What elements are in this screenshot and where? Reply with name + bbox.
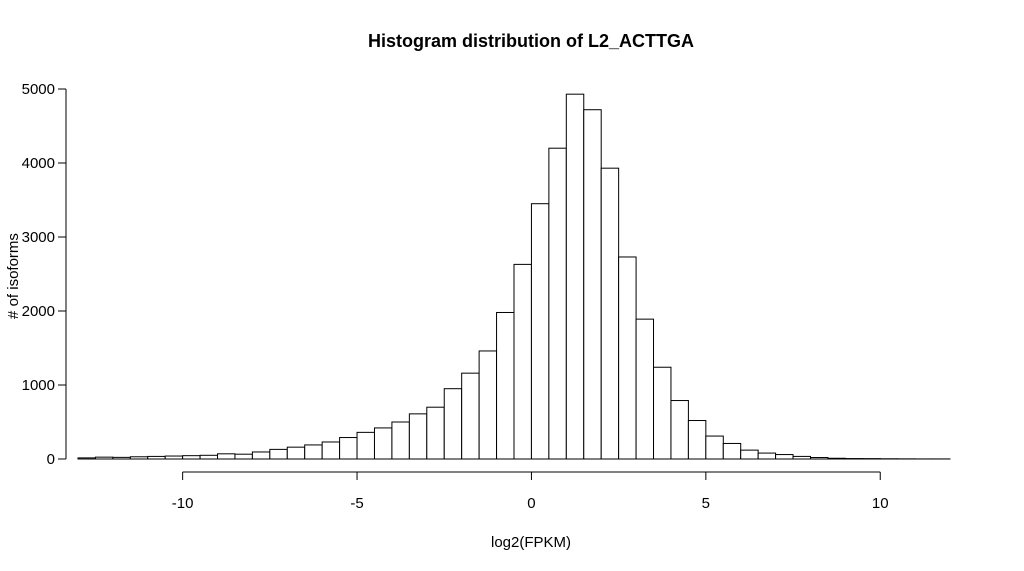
histogram-bar xyxy=(792,455,811,460)
histogram-bar xyxy=(757,452,777,460)
histogram-bar xyxy=(565,93,585,460)
histogram-bar xyxy=(548,147,567,460)
histogram-bar xyxy=(77,457,96,460)
histogram-bar xyxy=(182,455,201,460)
histogram-bar xyxy=(304,444,323,460)
histogram-bar xyxy=(94,456,114,460)
x-tick-label: 0 xyxy=(527,495,535,512)
histogram-bar xyxy=(199,454,219,460)
histogram-bar xyxy=(461,372,480,460)
histogram-bar xyxy=(391,421,410,460)
histogram-bar xyxy=(513,263,532,460)
histogram-bar xyxy=(618,256,637,460)
y-tick-label: 2000 xyxy=(22,303,55,320)
histogram-bar xyxy=(112,456,131,460)
histogram-bar xyxy=(687,420,707,460)
histogram-bar xyxy=(408,413,428,460)
x-tick-label: -10 xyxy=(172,495,194,512)
histogram-bar xyxy=(496,311,515,460)
histogram-bar xyxy=(600,167,620,460)
y-tick-label: 5000 xyxy=(22,81,55,98)
histogram-bar xyxy=(373,427,393,460)
histogram-bar xyxy=(722,442,742,460)
y-tick-label: 0 xyxy=(47,451,55,468)
bars-group xyxy=(77,93,951,460)
histogram-bar xyxy=(670,400,689,460)
chart-title: Histogram distribution of L2_ACTTGA xyxy=(368,31,694,51)
histogram-bar xyxy=(147,455,166,460)
histogram-bar xyxy=(635,318,655,460)
histogram-bar xyxy=(251,451,271,460)
y-tick-label: 4000 xyxy=(22,155,55,172)
histogram-bar xyxy=(653,366,672,460)
y-tick-label: 1000 xyxy=(22,377,55,394)
y-tick-label: 3000 xyxy=(22,229,55,246)
histogram-bar xyxy=(530,203,550,460)
histogram-bar xyxy=(809,457,829,460)
histogram-bar xyxy=(740,449,759,460)
x-axis: -10 -5 0 5 10 xyxy=(172,471,889,512)
histogram-bar xyxy=(269,448,288,460)
histogram-bar xyxy=(339,437,358,460)
histogram-bar xyxy=(827,457,846,460)
x-tick-label: 5 xyxy=(702,495,710,512)
x-tick-label: 10 xyxy=(872,495,889,512)
y-axis: 0 1000 2000 3000 4000 5000 xyxy=(22,81,67,468)
histogram-bar xyxy=(583,109,602,460)
histogram-bar xyxy=(286,446,306,460)
histogram-bar xyxy=(164,455,184,460)
y-axis-label: # of isoforms xyxy=(5,233,22,319)
histogram-bar xyxy=(775,454,794,460)
histogram-bar xyxy=(443,388,463,460)
histogram-bar xyxy=(356,431,375,460)
x-tick-label: -5 xyxy=(350,495,363,512)
histogram-bar xyxy=(129,456,149,460)
histogram-bar xyxy=(478,350,498,460)
histogram-bar xyxy=(321,441,341,460)
histogram-bar xyxy=(234,453,253,460)
x-axis-label: log2(FPKM) xyxy=(491,534,571,551)
histogram-bar xyxy=(217,453,236,460)
histogram-bar xyxy=(426,406,445,460)
histogram-bar xyxy=(705,435,724,460)
